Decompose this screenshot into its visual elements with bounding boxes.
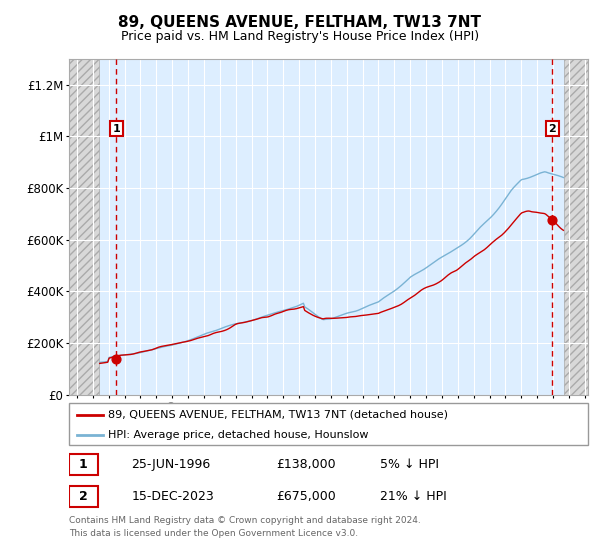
FancyBboxPatch shape — [69, 486, 98, 507]
Text: 5% ↓ HPI: 5% ↓ HPI — [380, 458, 439, 470]
Text: 25-JUN-1996: 25-JUN-1996 — [131, 458, 211, 470]
Text: HPI: Average price, detached house, Hounslow: HPI: Average price, detached house, Houn… — [108, 430, 368, 440]
Text: £675,000: £675,000 — [277, 490, 337, 503]
Text: 2: 2 — [548, 124, 556, 134]
Text: 89, QUEENS AVENUE, FELTHAM, TW13 7NT (detached house): 89, QUEENS AVENUE, FELTHAM, TW13 7NT (de… — [108, 410, 448, 420]
Text: 2: 2 — [79, 490, 88, 503]
Text: 21% ↓ HPI: 21% ↓ HPI — [380, 490, 447, 503]
Text: 1: 1 — [112, 124, 120, 134]
Point — [548, 216, 557, 225]
Bar — [69, 59, 99, 395]
Text: £138,000: £138,000 — [277, 458, 336, 470]
Text: Contains HM Land Registry data © Crown copyright and database right 2024.: Contains HM Land Registry data © Crown c… — [69, 516, 421, 525]
Text: This data is licensed under the Open Government Licence v3.0.: This data is licensed under the Open Gov… — [69, 529, 358, 538]
Point — [112, 354, 121, 363]
Text: 89, QUEENS AVENUE, FELTHAM, TW13 7NT: 89, QUEENS AVENUE, FELTHAM, TW13 7NT — [119, 15, 482, 30]
Bar — [564, 59, 588, 395]
Text: 15-DEC-2023: 15-DEC-2023 — [131, 490, 214, 503]
FancyBboxPatch shape — [69, 403, 588, 445]
FancyBboxPatch shape — [69, 454, 98, 475]
Text: 1: 1 — [79, 458, 88, 470]
Text: Price paid vs. HM Land Registry's House Price Index (HPI): Price paid vs. HM Land Registry's House … — [121, 30, 479, 43]
